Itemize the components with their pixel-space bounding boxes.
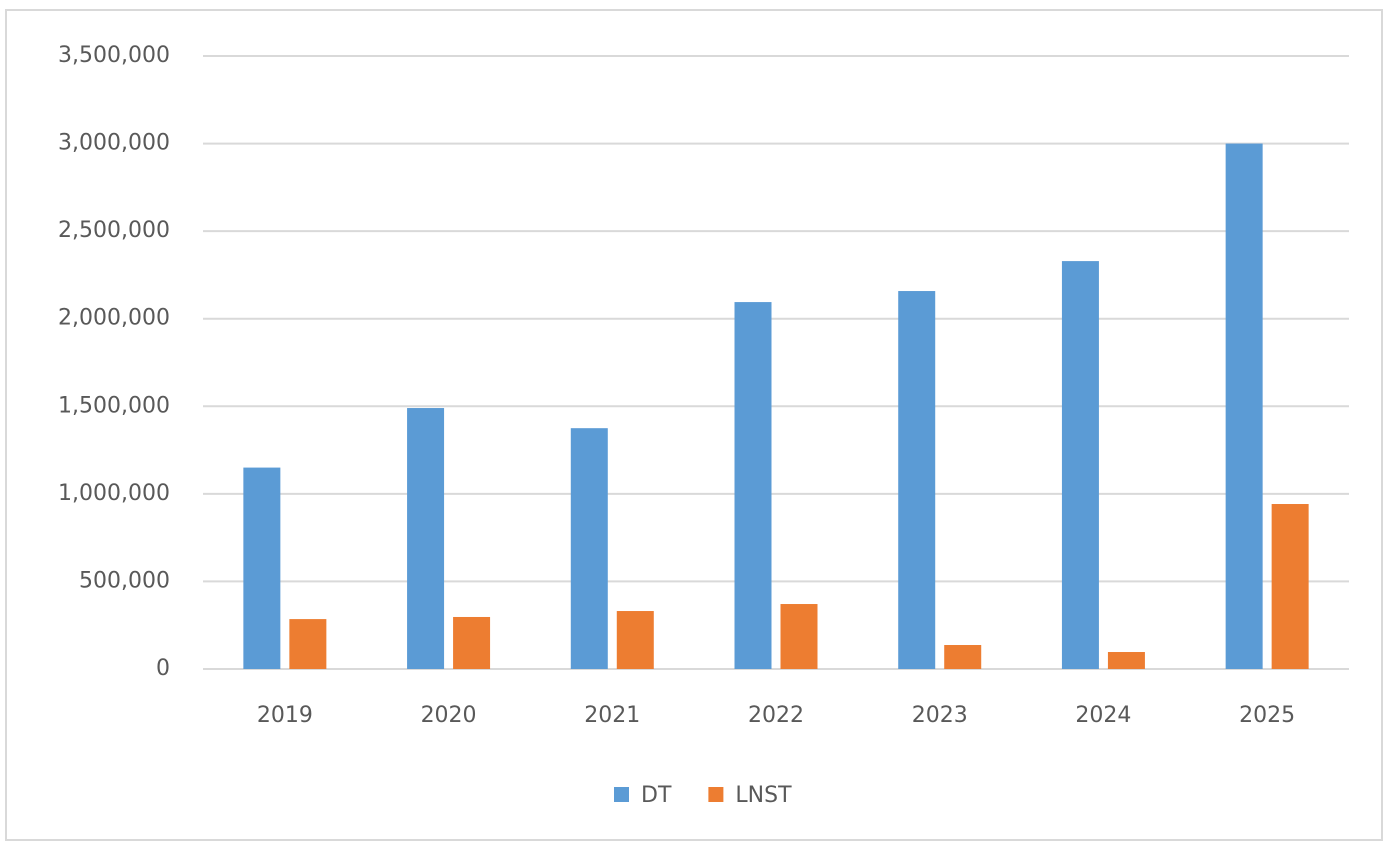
x-tick-label: 2024: [1075, 703, 1131, 728]
y-tick-label: 500,000: [79, 568, 170, 593]
legend-swatch: [614, 787, 629, 802]
y-tick-label: 2,000,000: [58, 306, 170, 331]
x-tick-label: 2020: [421, 703, 477, 728]
chart-border: [5, 9, 1383, 841]
x-tick-label: 2021: [584, 703, 640, 728]
bar: [898, 291, 936, 669]
y-tick-label: 3,000,000: [58, 131, 170, 156]
y-tick-label: 3,500,000: [58, 43, 170, 68]
y-tick-label: 0: [156, 656, 170, 681]
x-tick-label: 2023: [912, 703, 968, 728]
bar: [944, 645, 982, 669]
y-tick-label: 1,500,000: [58, 393, 170, 418]
y-tick-label: 2,500,000: [58, 218, 170, 243]
bar: [1061, 261, 1099, 669]
legend-label: LNST: [735, 783, 792, 808]
x-tick-label: 2019: [257, 703, 313, 728]
bar: [780, 604, 818, 669]
legend-label: DT: [641, 783, 672, 808]
bar: [453, 616, 491, 669]
bar: [289, 619, 327, 669]
x-tick-label: 2022: [748, 703, 804, 728]
bar: [1225, 143, 1263, 670]
bar: [734, 302, 772, 669]
y-tick-label: 1,000,000: [58, 481, 170, 506]
bar: [1271, 504, 1309, 669]
bar: [407, 408, 445, 669]
bar: [616, 611, 654, 669]
bar: [243, 467, 281, 669]
legend-swatch: [708, 787, 724, 802]
bar: [570, 428, 608, 669]
x-tick-label: 2025: [1239, 703, 1295, 728]
bar: [1107, 652, 1145, 669]
